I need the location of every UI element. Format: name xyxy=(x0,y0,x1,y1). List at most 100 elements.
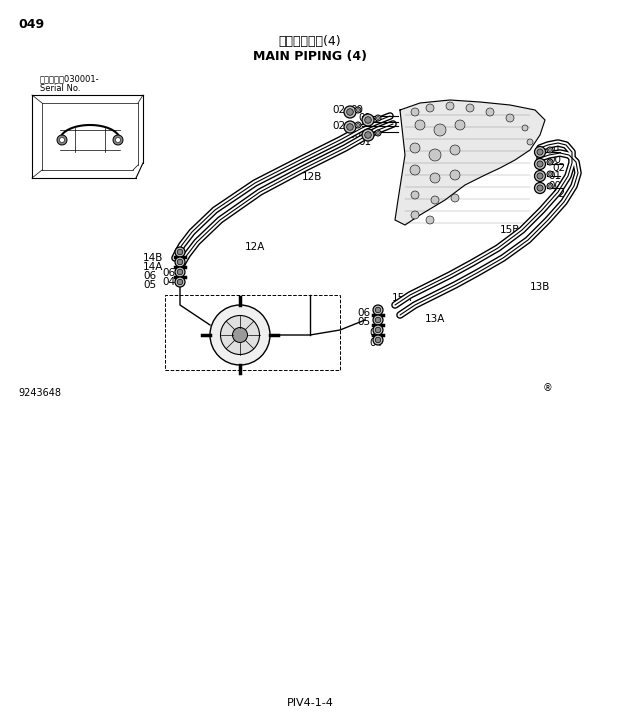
Text: 00: 00 xyxy=(548,181,561,191)
Circle shape xyxy=(506,114,514,122)
Text: 00: 00 xyxy=(348,130,361,140)
Text: 12A: 12A xyxy=(245,242,265,252)
Circle shape xyxy=(410,143,420,153)
Circle shape xyxy=(375,307,381,313)
Circle shape xyxy=(373,325,383,335)
Circle shape xyxy=(522,125,528,131)
Circle shape xyxy=(547,159,553,165)
Circle shape xyxy=(534,170,546,182)
Circle shape xyxy=(411,108,419,116)
Circle shape xyxy=(534,146,546,158)
Circle shape xyxy=(411,191,419,199)
Circle shape xyxy=(221,316,260,355)
Circle shape xyxy=(547,171,553,177)
Text: 14A: 14A xyxy=(143,262,164,272)
Circle shape xyxy=(375,130,381,136)
Circle shape xyxy=(373,335,383,345)
Text: 00: 00 xyxy=(548,155,561,165)
Circle shape xyxy=(365,132,371,138)
Text: 9243648: 9243648 xyxy=(18,388,61,398)
Text: 00: 00 xyxy=(350,105,363,115)
Text: 049: 049 xyxy=(18,18,44,31)
Circle shape xyxy=(537,173,543,179)
Circle shape xyxy=(113,135,123,145)
Circle shape xyxy=(362,129,374,141)
Text: 01: 01 xyxy=(548,145,561,155)
Text: 13B: 13B xyxy=(530,282,551,292)
Text: メイン配管　(4): メイン配管 (4) xyxy=(278,35,342,48)
Circle shape xyxy=(534,182,546,193)
Circle shape xyxy=(177,259,183,265)
Circle shape xyxy=(373,315,383,325)
Text: 13A: 13A xyxy=(425,314,445,324)
Circle shape xyxy=(375,317,381,323)
Text: 02: 02 xyxy=(552,189,565,199)
Text: 02: 02 xyxy=(332,105,345,115)
Text: 01: 01 xyxy=(548,171,561,181)
Bar xyxy=(165,295,340,370)
Text: 適用号機　030001-: 適用号機 030001- xyxy=(40,74,100,83)
Circle shape xyxy=(375,327,381,333)
Circle shape xyxy=(347,124,353,130)
Circle shape xyxy=(60,138,64,143)
Text: 01: 01 xyxy=(358,137,371,147)
Text: 05: 05 xyxy=(143,280,156,290)
Text: 15A: 15A xyxy=(392,293,412,303)
Circle shape xyxy=(446,102,454,110)
Text: 04: 04 xyxy=(162,277,175,287)
Text: 02: 02 xyxy=(552,163,565,173)
Circle shape xyxy=(177,269,183,274)
Circle shape xyxy=(232,327,247,342)
Text: 01: 01 xyxy=(358,113,371,123)
Circle shape xyxy=(537,161,543,167)
Circle shape xyxy=(355,122,361,128)
Circle shape xyxy=(466,104,474,112)
Circle shape xyxy=(410,165,420,175)
Circle shape xyxy=(344,106,356,118)
Circle shape xyxy=(534,159,546,169)
Text: 06: 06 xyxy=(357,308,370,318)
Circle shape xyxy=(347,109,353,115)
Text: 06: 06 xyxy=(369,328,382,338)
Circle shape xyxy=(175,277,185,287)
Circle shape xyxy=(175,257,185,267)
Circle shape xyxy=(547,183,553,189)
Circle shape xyxy=(547,147,553,153)
Text: MAIN PIPING (4): MAIN PIPING (4) xyxy=(253,50,367,63)
Polygon shape xyxy=(395,100,545,225)
Circle shape xyxy=(177,249,183,255)
Circle shape xyxy=(375,337,381,342)
Circle shape xyxy=(537,149,543,155)
Text: 06: 06 xyxy=(143,271,156,281)
Circle shape xyxy=(451,194,459,202)
Circle shape xyxy=(365,117,371,123)
Circle shape xyxy=(355,107,361,113)
Circle shape xyxy=(434,124,446,136)
Circle shape xyxy=(430,173,440,183)
Circle shape xyxy=(426,104,434,112)
Circle shape xyxy=(455,120,465,130)
Circle shape xyxy=(537,185,543,191)
Circle shape xyxy=(115,138,120,143)
Circle shape xyxy=(450,145,460,155)
Text: Serial No.: Serial No. xyxy=(40,84,81,93)
Circle shape xyxy=(344,121,356,133)
Text: 04: 04 xyxy=(369,338,382,348)
Text: 15B: 15B xyxy=(500,225,520,235)
Circle shape xyxy=(362,114,374,126)
Text: ®: ® xyxy=(543,383,553,393)
Circle shape xyxy=(175,267,185,277)
Text: 06: 06 xyxy=(162,268,175,278)
Text: 05: 05 xyxy=(357,317,370,327)
Circle shape xyxy=(527,139,533,145)
Circle shape xyxy=(373,305,383,315)
Circle shape xyxy=(450,170,460,180)
Text: 12B: 12B xyxy=(302,172,322,182)
Circle shape xyxy=(431,196,439,204)
Circle shape xyxy=(411,211,419,219)
Text: 02: 02 xyxy=(332,121,345,131)
Circle shape xyxy=(429,149,441,161)
Circle shape xyxy=(375,115,381,121)
Circle shape xyxy=(210,305,270,365)
Circle shape xyxy=(415,120,425,130)
